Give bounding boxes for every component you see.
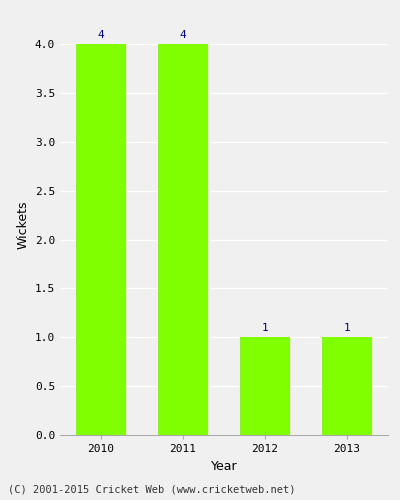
Text: 1: 1 (262, 324, 268, 334)
Text: 4: 4 (180, 30, 186, 40)
Y-axis label: Wickets: Wickets (16, 200, 29, 249)
Bar (76, 44, 126, 435)
Text: 1: 1 (344, 324, 350, 334)
Bar (240, 338, 290, 435)
X-axis label: Year: Year (211, 460, 237, 472)
Text: (C) 2001-2015 Cricket Web (www.cricketweb.net): (C) 2001-2015 Cricket Web (www.cricketwe… (8, 484, 296, 494)
Bar (322, 338, 372, 435)
Text: 4: 4 (98, 30, 104, 40)
Bar (158, 44, 208, 435)
